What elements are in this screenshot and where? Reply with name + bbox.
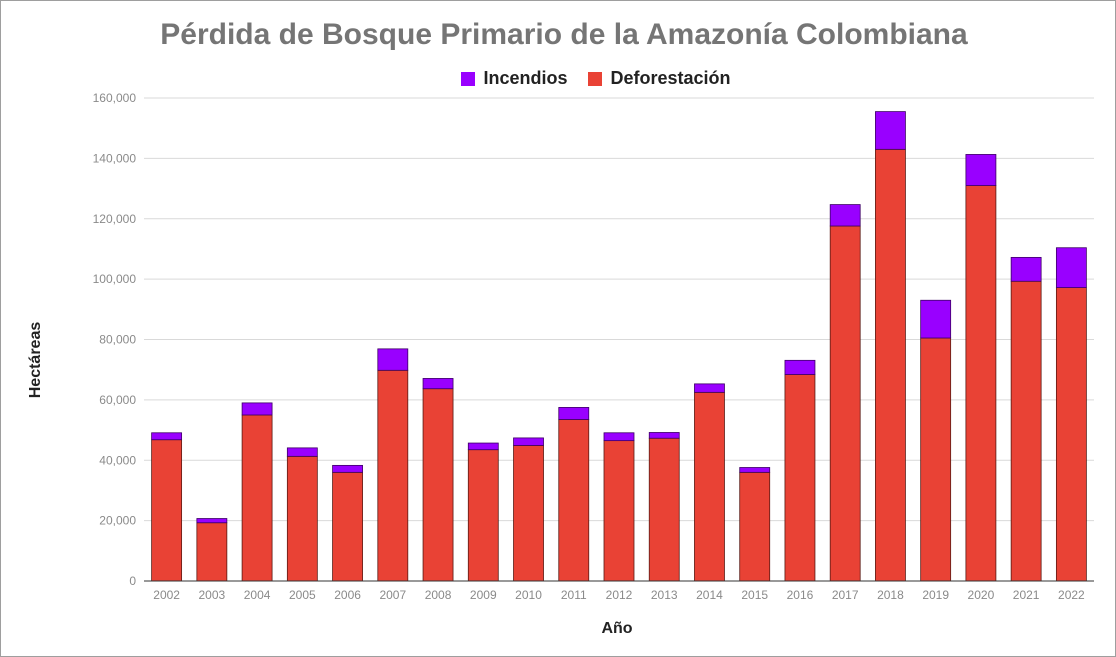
bar-incendios-2008 [422, 378, 454, 390]
x-tick-label: 2015 [741, 588, 768, 602]
y-tick-label: 160,000 [93, 91, 137, 105]
chart-title: Pérdida de Bosque Primario de la Amazoní… [160, 18, 968, 51]
bar-incendios-2010 [513, 437, 544, 446]
x-tick-label: 2003 [199, 588, 226, 602]
bar-incendios-2011 [558, 407, 590, 420]
bar-incendios-2009 [467, 442, 499, 451]
bar-deforestacion-2022 [1055, 287, 1087, 582]
bar-incendios-2012 [603, 432, 635, 442]
x-tick-label: 2020 [968, 588, 995, 602]
bar-deforestacion-2008 [422, 388, 454, 582]
bar-deforestacion-2004 [241, 414, 273, 582]
bar-deforestacion-2003 [196, 522, 228, 582]
x-tick-label: 2012 [606, 588, 633, 602]
bar-incendios-2004 [241, 402, 273, 416]
bar-deforestacion-2021 [1010, 280, 1042, 582]
bar-incendios-2022 [1055, 247, 1087, 288]
legend-label-incendios: Incendios [483, 68, 568, 88]
x-tick-label: 2008 [425, 588, 452, 602]
bar-deforestacion-2016 [784, 374, 816, 582]
bar-deforestacion-2019 [920, 337, 952, 582]
bar-deforestacion-2013 [648, 437, 680, 582]
x-tick-label: 2011 [561, 588, 587, 602]
x-tick-label: 2002 [153, 588, 180, 602]
bar-incendios-2020 [965, 154, 997, 186]
bar-incendios-2002 [151, 432, 183, 441]
legend-item-incendios[interactable]: Incendios [461, 68, 567, 89]
bar-deforestacion-2018 [875, 148, 906, 582]
y-tick-label: 0 [129, 574, 136, 588]
bar-deforestacion-2002 [151, 439, 183, 582]
bar-incendios-2007 [377, 348, 409, 371]
bar-incendios-2017 [829, 204, 861, 227]
y-tick-label: 80,000 [99, 333, 136, 347]
bar-incendios-2016 [784, 359, 816, 375]
chart-legend: Incendios Deforestación [0, 68, 1116, 91]
legend-swatch-incendios [461, 71, 476, 86]
bar-deforestacion-2005 [286, 455, 318, 582]
y-tick-label: 60,000 [99, 393, 136, 407]
x-tick-label: 2007 [379, 588, 406, 602]
bar-deforestacion-2012 [603, 440, 635, 582]
bar-incendios-2013 [648, 432, 680, 439]
bar-deforestacion-2006 [332, 471, 363, 582]
x-tick-label: 2022 [1058, 588, 1085, 602]
x-tick-label: 2004 [244, 588, 271, 602]
x-tick-label: 2010 [515, 588, 542, 602]
x-tick-label: 2005 [289, 588, 316, 602]
bar-deforestacion-2010 [513, 445, 544, 582]
x-tick-label: 2009 [470, 588, 497, 602]
y-tick-label: 140,000 [93, 151, 137, 165]
y-tick-label: 20,000 [99, 514, 136, 528]
bar-deforestacion-2007 [377, 369, 409, 582]
x-tick-label: 2019 [922, 588, 949, 602]
y-tick-label: 40,000 [99, 453, 136, 467]
bar-incendios-2015 [739, 467, 771, 473]
bar-deforestacion-2014 [694, 391, 725, 582]
bar-deforestacion-2017 [829, 225, 861, 582]
x-tick-label: 2018 [877, 588, 904, 602]
bar-incendios-2021 [1010, 256, 1042, 282]
x-tick-label: 2021 [1013, 588, 1040, 602]
legend-label-deforestacion: Deforestación [610, 68, 731, 88]
bar-incendios-2019 [920, 299, 952, 339]
legend-item-deforestacion[interactable]: Deforestación [588, 68, 731, 89]
legend-swatch-deforestacion [588, 71, 603, 86]
bar-incendios-2005 [286, 447, 318, 457]
bar-deforestacion-2009 [467, 449, 499, 582]
y-tick-label: 120,000 [93, 212, 137, 226]
x-tick-label: 2013 [651, 588, 678, 602]
y-tick-label: 100,000 [93, 272, 137, 286]
x-tick-label: 2016 [787, 588, 814, 602]
bar-incendios-2003 [196, 518, 228, 524]
bar-incendios-2006 [332, 464, 363, 473]
bar-incendios-2014 [694, 383, 725, 393]
bar-incendios-2018 [875, 111, 906, 150]
bar-deforestacion-2020 [965, 185, 997, 582]
x-axis-label: Año [601, 620, 633, 637]
x-tick-label: 2017 [832, 588, 859, 602]
x-tick-label: 2006 [334, 588, 361, 602]
bar-deforestacion-2011 [558, 419, 590, 582]
bar-deforestacion-2015 [739, 471, 771, 582]
x-tick-label: 2014 [696, 588, 723, 602]
